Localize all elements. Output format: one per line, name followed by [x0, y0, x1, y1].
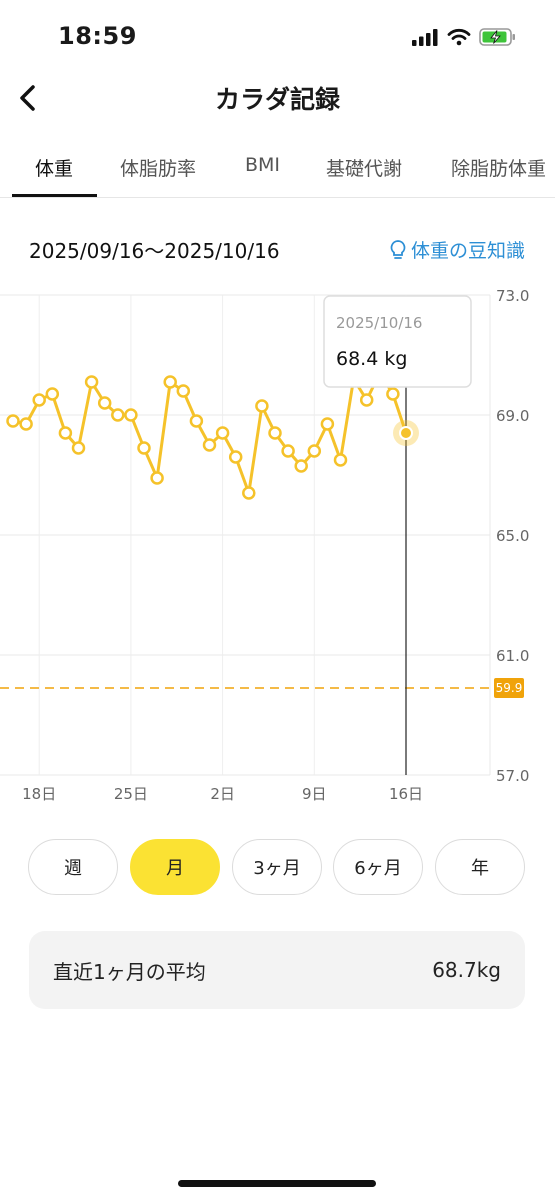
data-point — [137, 441, 151, 455]
lightbulb-icon — [390, 239, 406, 259]
period-week-button[interactable]: 週 — [28, 839, 118, 895]
data-point — [163, 375, 177, 389]
period-6months-button[interactable]: 6ヶ月 — [333, 839, 423, 895]
tabs-divider — [0, 197, 555, 198]
target-weight-badge-bg — [494, 678, 524, 698]
tab-basal-metabolism[interactable]: 基礎代謝 — [326, 158, 403, 180]
data-point — [32, 393, 46, 407]
data-point — [307, 444, 322, 458]
data-point — [215, 426, 230, 440]
x-tick-label: 25日 — [114, 785, 148, 803]
target-weight-label: 59.9 — [496, 681, 523, 695]
data-point — [333, 453, 348, 467]
data-point — [19, 417, 33, 431]
battery-charging-icon — [479, 28, 515, 46]
y-tick-label: 73.0 — [496, 287, 529, 305]
weight-tips-link[interactable]: 体重の豆知識 — [389, 236, 525, 263]
x-tick-label: 16日 — [389, 785, 423, 803]
period-3months-button[interactable]: 3ヶ月 — [232, 839, 322, 895]
average-card: 直近1ヶ月の平均 68.7kg — [29, 931, 525, 1009]
data-point — [268, 426, 282, 440]
data-point — [242, 486, 256, 500]
data-point — [45, 387, 60, 401]
data-point — [6, 414, 20, 428]
chevron-left-icon — [20, 85, 35, 111]
back-button[interactable] — [8, 78, 48, 118]
x-tick-label: 18日 — [22, 785, 56, 803]
y-tick-label: 65.0 — [496, 527, 529, 545]
data-point — [58, 426, 73, 440]
page-title: カラダ記録 — [214, 85, 340, 114]
tab-body-fat[interactable]: 体脂肪率 — [120, 158, 197, 180]
y-tick-label: 57.0 — [496, 767, 529, 785]
data-point — [150, 471, 164, 485]
cellular-signal-icon — [412, 29, 438, 46]
data-point — [359, 393, 374, 407]
tab-lean-body-mass[interactable]: 除脂肪体重 — [451, 158, 547, 180]
status-icons — [411, 24, 517, 50]
data-point — [228, 450, 243, 464]
tooltip-value: 68.4 kg — [336, 348, 407, 370]
tooltip-box — [323, 295, 472, 388]
wifi-icon — [447, 28, 471, 46]
data-point — [97, 396, 112, 410]
weight-line-chart[interactable]: 59.9 73.0 69.0 65.0 61.0 57.0 18日 25日 2日 9日 16日 2… — [0, 280, 555, 810]
target-weight-badge: 59.9 — [494, 678, 524, 698]
average-label: 直近1ヶ月の平均 — [53, 959, 206, 984]
data-point — [294, 459, 308, 473]
data-point — [176, 384, 191, 398]
tab-bmi[interactable]: BMI — [245, 154, 281, 176]
tab-weight[interactable]: 体重 — [35, 158, 74, 180]
x-tick-label: 2日 — [210, 785, 235, 803]
weight-tips-label: 体重の豆知識 — [410, 240, 525, 262]
tooltip-date: 2025/10/16 — [336, 314, 422, 332]
data-point — [386, 387, 400, 401]
data-point — [71, 441, 86, 455]
active-tab-indicator — [12, 194, 97, 197]
y-tick-label: 69.0 — [496, 407, 529, 425]
average-value: 68.7kg — [432, 958, 501, 982]
data-point — [281, 444, 295, 458]
y-tick-label: 61.0 — [496, 647, 529, 665]
x-tick-label: 9日 — [302, 785, 327, 803]
chart-grid — [0, 294, 491, 776]
period-year-button[interactable]: 年 — [435, 839, 525, 895]
data-point — [84, 375, 99, 389]
tab-bar: 体重 体脂肪率 BMI 基礎代謝 除脂肪体重 — [0, 146, 555, 198]
data-point — [202, 438, 217, 452]
status-time: 18:59 — [58, 22, 137, 50]
data-point — [255, 399, 269, 413]
data-point — [320, 417, 335, 431]
date-range: 2025/09/16〜2025/10/16 — [29, 239, 280, 263]
data-point — [124, 408, 138, 422]
data-point — [189, 414, 204, 428]
period-month-button[interactable]: 月 — [130, 839, 220, 895]
selected-data-point — [399, 426, 413, 440]
data-tooltip: 2025/10/16 68.4 kg — [323, 295, 472, 388]
home-indicator — [178, 1180, 376, 1187]
data-point — [111, 408, 125, 422]
